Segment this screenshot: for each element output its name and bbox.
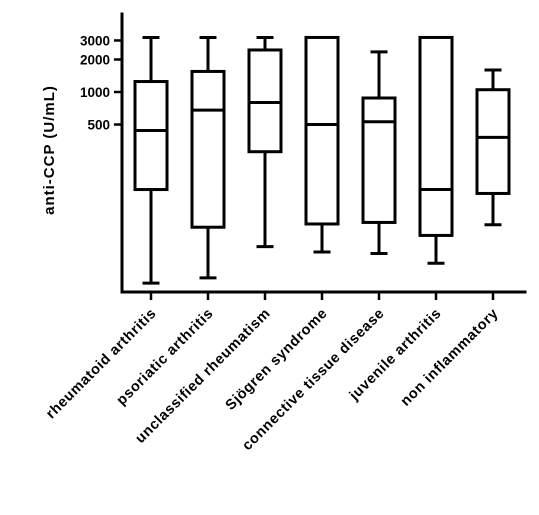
box-5 — [418, 35, 454, 265]
y-tick-label: 3000 — [80, 33, 110, 48]
category-label: psoriatic arthritis — [114, 306, 217, 409]
iqr-box — [361, 96, 397, 224]
box-0 — [133, 35, 169, 285]
category-label: Sjögren syndrome — [223, 306, 331, 414]
iqr-box — [133, 80, 169, 192]
box-3 — [304, 35, 340, 254]
y-ticks: 500 1000 2000 3000 — [80, 33, 495, 300]
category-label: rheumatoid arthritis — [43, 306, 160, 423]
y-tick-label: 500 — [87, 118, 110, 133]
y-tick-label: 1000 — [80, 85, 110, 100]
iqr-box — [247, 48, 283, 154]
box-6 — [475, 68, 511, 227]
boxes — [133, 35, 511, 285]
y-tick-label: 2000 — [80, 52, 110, 67]
category-label: non inflammatory — [398, 306, 502, 410]
box-2 — [247, 35, 283, 249]
iqr-box — [190, 69, 226, 229]
y-axis-title: anti-CCP (U/mL) — [41, 85, 58, 215]
iqr-box — [418, 35, 454, 237]
box-1 — [190, 35, 226, 280]
iqr-box — [475, 88, 511, 195]
iqr-box — [304, 35, 340, 226]
box-4 — [361, 50, 397, 255]
